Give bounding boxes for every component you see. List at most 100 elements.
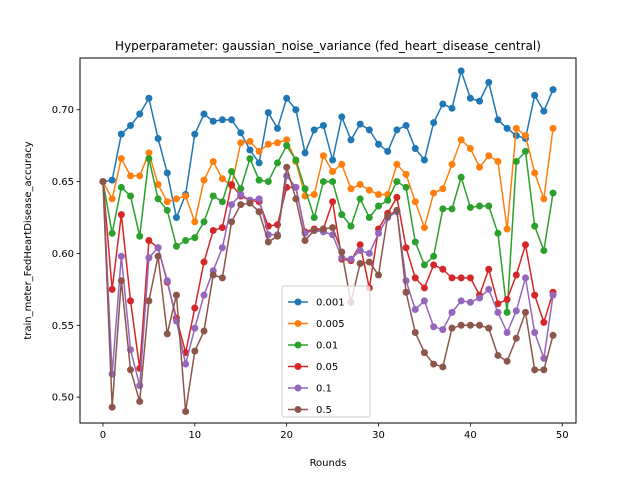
x-tick-label: 30 xyxy=(372,430,385,441)
data-point xyxy=(228,116,236,124)
x-tick-label: 10 xyxy=(188,430,201,441)
data-point xyxy=(503,124,511,132)
data-point xyxy=(356,120,364,128)
data-point xyxy=(503,295,511,303)
data-point xyxy=(375,140,383,148)
data-point xyxy=(264,109,272,117)
data-point xyxy=(430,323,438,331)
data-point xyxy=(283,136,291,144)
data-point xyxy=(466,321,474,329)
series-group xyxy=(99,67,557,415)
data-point xyxy=(402,122,410,130)
data-point xyxy=(439,265,447,273)
data-point xyxy=(108,403,116,411)
data-point xyxy=(310,226,318,234)
data-point xyxy=(163,330,171,338)
data-point xyxy=(273,124,281,132)
data-point xyxy=(200,291,208,299)
data-point xyxy=(218,175,226,183)
legend-item: 0.5 xyxy=(288,405,332,416)
data-point xyxy=(108,229,116,237)
data-point xyxy=(200,110,208,118)
data-point xyxy=(255,159,263,167)
data-point xyxy=(439,205,447,213)
legend-item: 0.05 xyxy=(288,362,338,373)
data-point xyxy=(384,196,392,204)
data-point xyxy=(191,304,199,312)
data-point xyxy=(411,328,419,336)
data-point xyxy=(430,252,438,260)
data-point xyxy=(172,242,180,250)
data-point xyxy=(246,146,254,154)
data-point xyxy=(430,360,438,368)
data-point xyxy=(521,241,529,249)
data-point xyxy=(466,145,474,153)
y-axis-label: train_meter_FedHeartDisease_accuracy xyxy=(23,141,34,339)
data-point xyxy=(228,218,236,226)
legend-item: 0.005 xyxy=(288,319,345,330)
data-point xyxy=(273,232,281,240)
data-point xyxy=(99,178,107,186)
data-point xyxy=(182,192,190,200)
data-point xyxy=(218,224,226,232)
data-point xyxy=(310,191,318,199)
data-point xyxy=(439,326,447,334)
data-point xyxy=(283,163,291,171)
x-axis: 0 10 20 30 40 50 xyxy=(100,423,569,441)
data-point xyxy=(136,397,144,405)
data-point xyxy=(457,67,465,75)
data-point xyxy=(466,203,474,211)
data-point xyxy=(503,308,511,316)
x-tick-label: 50 xyxy=(556,430,569,441)
series-0.5 xyxy=(99,163,557,415)
data-point xyxy=(448,308,456,316)
data-point xyxy=(420,297,428,305)
data-point xyxy=(117,155,125,163)
legend-label: 0.5 xyxy=(316,405,332,416)
data-point xyxy=(218,244,226,252)
data-point xyxy=(393,126,401,134)
data-point xyxy=(246,137,254,145)
data-point xyxy=(448,205,456,213)
data-point xyxy=(448,104,456,112)
data-point xyxy=(439,363,447,371)
data-point xyxy=(365,214,373,222)
legend-item: 0.01 xyxy=(288,341,338,352)
data-point xyxy=(531,222,539,230)
data-point xyxy=(356,241,364,249)
data-point xyxy=(310,126,318,134)
data-point xyxy=(365,126,373,134)
series-0.01 xyxy=(99,142,557,316)
data-point xyxy=(319,225,327,233)
data-point xyxy=(494,300,502,308)
data-point xyxy=(127,366,135,374)
data-point xyxy=(145,155,153,163)
data-point xyxy=(154,252,162,260)
legend-marker xyxy=(294,341,302,349)
y-tick-label: 0.60 xyxy=(52,249,74,260)
data-point xyxy=(108,195,116,203)
data-point xyxy=(393,160,401,168)
data-point xyxy=(402,183,410,191)
data-point xyxy=(476,202,484,210)
data-point xyxy=(209,157,217,165)
data-point xyxy=(218,198,226,206)
data-point xyxy=(200,327,208,335)
data-point xyxy=(540,354,548,362)
data-point xyxy=(512,307,520,315)
data-point xyxy=(457,321,465,329)
data-point xyxy=(136,232,144,240)
data-point xyxy=(512,124,520,132)
data-point xyxy=(264,140,272,148)
data-point xyxy=(393,206,401,214)
data-point xyxy=(448,274,456,282)
data-point xyxy=(145,297,153,305)
data-point xyxy=(430,119,438,127)
data-point xyxy=(540,318,548,326)
data-point xyxy=(292,106,300,114)
data-point xyxy=(255,176,263,184)
data-point xyxy=(521,147,529,155)
data-point xyxy=(356,247,364,255)
data-point xyxy=(182,360,190,368)
